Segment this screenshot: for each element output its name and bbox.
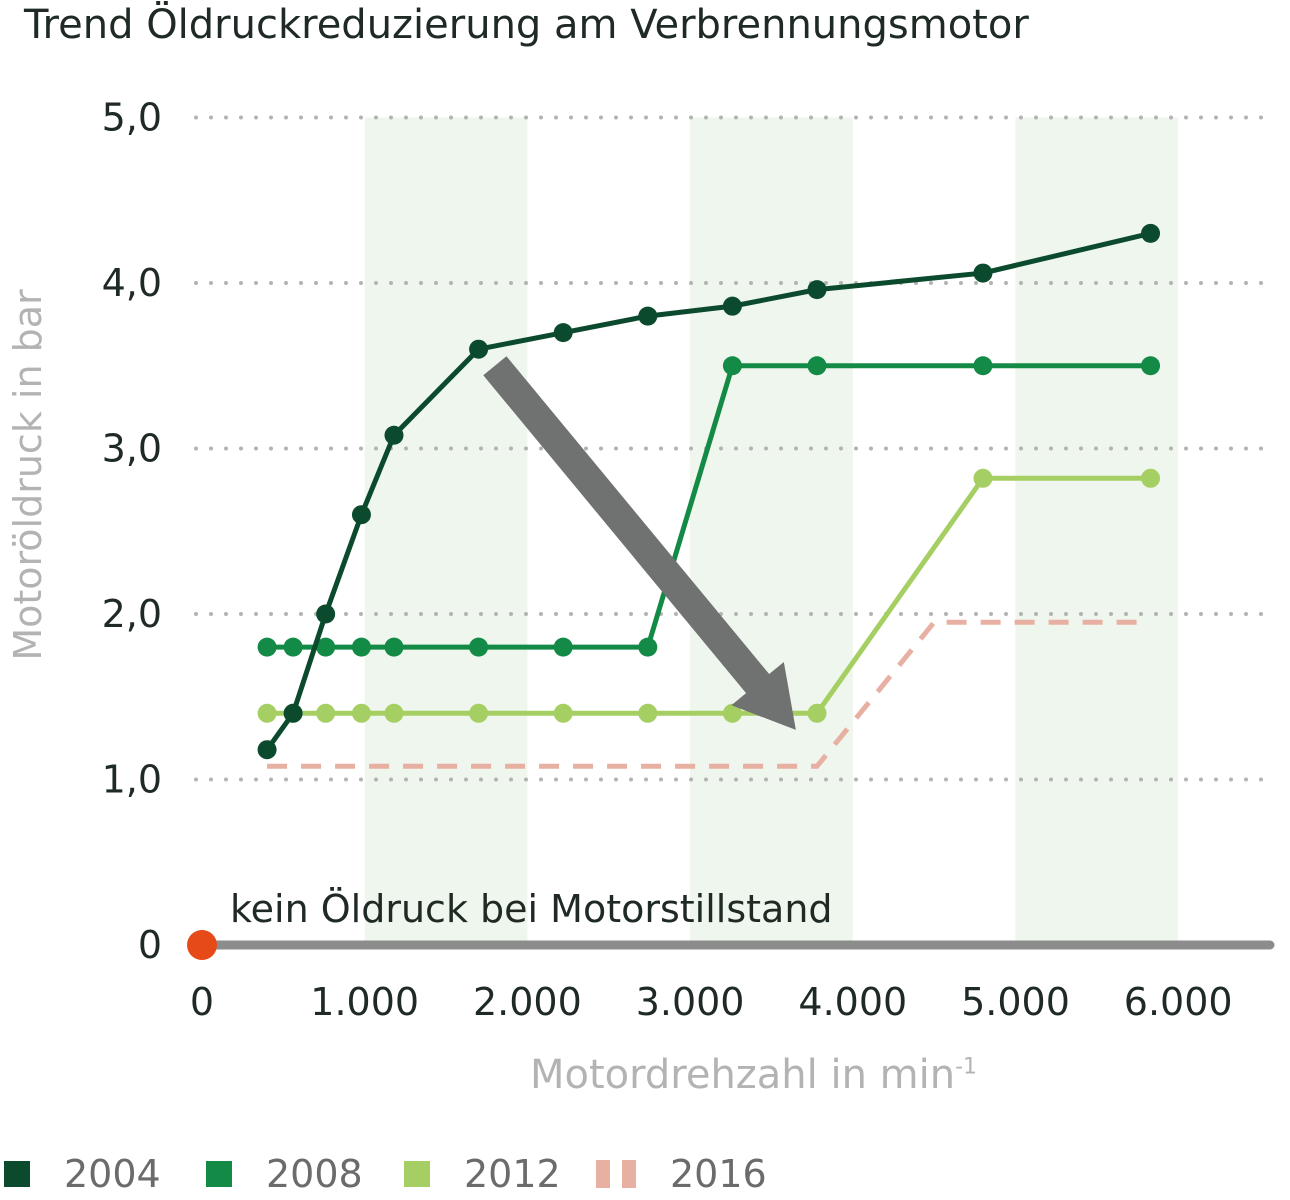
point-2008-1 bbox=[257, 637, 277, 657]
legend-item-2012: 2012 bbox=[404, 1150, 561, 1198]
y-tick-2: 2,0 bbox=[102, 592, 162, 636]
point-2004-6 bbox=[469, 339, 489, 359]
legend: 2004 2008 2012 2016 bbox=[0, 1150, 1290, 1198]
shaded-band-1 bbox=[364, 117, 528, 945]
point-2012-1 bbox=[257, 703, 277, 723]
legend-swatch-2004 bbox=[4, 1161, 30, 1187]
point-2008-2 bbox=[283, 637, 303, 657]
x-tick-3000: 3.000 bbox=[636, 980, 745, 1024]
point-2004-8 bbox=[638, 306, 658, 326]
x-tick-1000: 1.000 bbox=[310, 980, 419, 1024]
trend-arrow-shape bbox=[483, 356, 796, 730]
point-2004-1 bbox=[257, 740, 277, 760]
shaded-band-3 bbox=[1015, 117, 1179, 945]
y-tick-labels: 0 1,0 2,0 3,0 4,0 5,0 bbox=[102, 96, 162, 968]
point-2008-12 bbox=[1141, 356, 1161, 376]
point-2004-9 bbox=[722, 296, 742, 316]
grid-lines bbox=[194, 115, 1277, 782]
y-tick-4: 4,0 bbox=[102, 261, 162, 305]
point-2008-11 bbox=[973, 356, 993, 376]
point-2008-7 bbox=[553, 637, 573, 657]
point-2004-5 bbox=[384, 425, 404, 445]
point-2012-6 bbox=[469, 703, 489, 723]
legend-swatch-2012 bbox=[404, 1161, 430, 1187]
point-2012-4 bbox=[351, 703, 371, 723]
point-2004-11 bbox=[973, 263, 993, 283]
x-axis-label-exponent: -1 bbox=[955, 1054, 978, 1080]
x-axis bbox=[187, 930, 1275, 960]
point-2004-2 bbox=[283, 703, 303, 723]
point-2008-8 bbox=[638, 637, 658, 657]
legend-swatch-2008 bbox=[206, 1161, 232, 1187]
point-2004-7 bbox=[553, 323, 573, 343]
point-2012-5 bbox=[384, 703, 404, 723]
point-2012-12 bbox=[1141, 468, 1161, 488]
point-2012-10 bbox=[807, 703, 827, 723]
annotation-no-oil-pressure: kein Öldruck bei Motorstillstand bbox=[230, 887, 833, 931]
x-axis-label-text: Motordrehzahl in min bbox=[530, 1052, 956, 1098]
series-line-2004 bbox=[265, 230, 1152, 752]
series-2004 bbox=[257, 223, 1161, 760]
x-tick-6000: 6.000 bbox=[1124, 980, 1233, 1024]
x-tick-2000: 2.000 bbox=[473, 980, 582, 1024]
legend-label-2004: 2004 bbox=[64, 1152, 161, 1196]
point-2008-5 bbox=[384, 637, 404, 657]
x-axis-label: Motordrehzahl in min-1 bbox=[530, 1052, 977, 1098]
legend-item-2004: 2004 bbox=[4, 1150, 161, 1198]
point-2008-10 bbox=[807, 356, 827, 376]
legend-label-2008: 2008 bbox=[266, 1152, 363, 1196]
point-2012-8 bbox=[638, 703, 658, 723]
shaded-band-2 bbox=[690, 117, 853, 945]
legend-label-2012: 2012 bbox=[464, 1152, 561, 1196]
y-tick-3: 3,0 bbox=[102, 427, 162, 471]
y-tick-0: 0 bbox=[138, 923, 162, 967]
series-2016 bbox=[267, 619, 1151, 769]
legend-item-2008: 2008 bbox=[206, 1150, 363, 1198]
legend-swatch-2016 bbox=[596, 1160, 636, 1188]
point-2004-10 bbox=[807, 280, 827, 300]
trend-arrow bbox=[483, 356, 796, 730]
point-2012-3 bbox=[316, 703, 336, 723]
chart-title: Trend Öldruckreduzierung am Verbrennungs… bbox=[24, 2, 1029, 48]
point-2004-3 bbox=[316, 604, 336, 624]
series-2008 bbox=[257, 356, 1161, 657]
zero-point-marker bbox=[187, 930, 217, 960]
series-lines bbox=[257, 223, 1161, 769]
point-2004-4 bbox=[351, 505, 371, 525]
x-tick-5000: 5.000 bbox=[961, 980, 1070, 1024]
point-2008-9 bbox=[722, 356, 742, 376]
legend-label-2016: 2016 bbox=[670, 1152, 767, 1196]
y-tick-1: 1,0 bbox=[102, 758, 162, 802]
legend-item-2016: 2016 bbox=[596, 1150, 767, 1198]
x-tick-labels: 0 1.000 2.000 3.000 4.000 5.000 6.000 bbox=[190, 980, 1233, 1024]
x-tick-0: 0 bbox=[190, 980, 214, 1024]
y-tick-5: 5,0 bbox=[102, 96, 162, 140]
point-2008-3 bbox=[316, 637, 336, 657]
x-tick-4000: 4.000 bbox=[798, 980, 907, 1024]
point-2012-9 bbox=[722, 703, 742, 723]
series-line-2016 bbox=[267, 619, 1151, 769]
point-2012-11 bbox=[973, 468, 993, 488]
point-2008-6 bbox=[469, 637, 489, 657]
point-2008-4 bbox=[351, 637, 371, 657]
point-2004-12 bbox=[1141, 223, 1161, 243]
point-2012-7 bbox=[553, 703, 573, 723]
shaded-bands bbox=[364, 117, 1179, 945]
